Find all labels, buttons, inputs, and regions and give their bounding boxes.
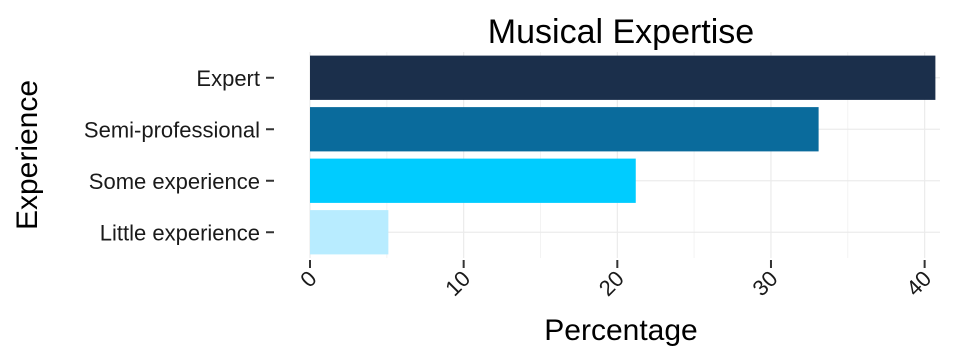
x-axis-title: Percentage — [544, 314, 697, 346]
bars — [310, 55, 936, 255]
x-tick-label: 10 — [440, 266, 475, 301]
y-axis-title: Experience — [11, 80, 44, 230]
bar-expert — [310, 55, 936, 100]
bar-some-experience — [310, 158, 636, 203]
y-tick-label: Some experience — [89, 169, 260, 194]
y-tick-label: Expert — [196, 66, 260, 91]
x-tick-label: 0 — [295, 266, 321, 292]
x-tick-label: 20 — [594, 266, 629, 301]
y-tick-label: Semi-professional — [84, 117, 260, 142]
x-tick-label: 30 — [748, 266, 783, 301]
chart-title: Musical Expertise — [488, 13, 754, 51]
y-tick-label: Little experience — [100, 220, 260, 245]
x-tick-label: 40 — [901, 266, 936, 301]
x-axis: 0 10 20 30 40 — [295, 260, 936, 301]
bar-little-experience — [310, 210, 389, 255]
y-axis: Expert Semi-professional Some experience Li… — [84, 66, 274, 245]
bar-semi-professional — [310, 107, 819, 152]
